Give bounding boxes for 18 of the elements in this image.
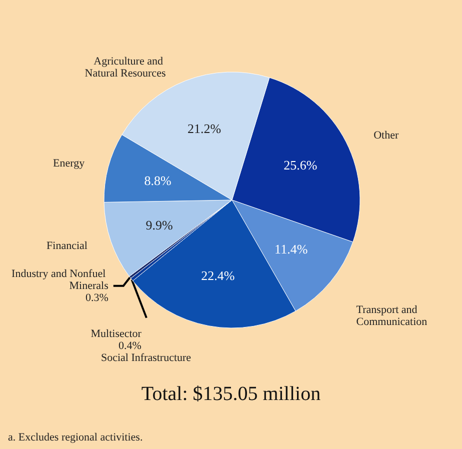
- slice-label: Agriculture and Natural Resources: [84, 56, 166, 80]
- data-label: 11.4%: [274, 242, 308, 257]
- slice-label: Social Infrastructure: [100, 352, 192, 364]
- data-label: 8.8%: [144, 172, 172, 188]
- data-label: 0.3%: [85, 292, 108, 304]
- data-label: 0.4%: [118, 340, 142, 352]
- slice-label: Industry and Nonfuel Minerals: [12, 268, 108, 292]
- slice-label: Financial: [46, 240, 88, 252]
- text: a. Excludes regional activities.: [8, 432, 143, 444]
- slice-label: Transport and Communication: [356, 304, 428, 328]
- data-label: 22.4%: [201, 268, 235, 284]
- data-label: 9.9%: [146, 217, 174, 232]
- slice-label: Energy: [53, 158, 86, 170]
- slice-label: Multisector: [90, 328, 142, 340]
- data-label: 21.2%: [187, 120, 222, 136]
- slice-label: Other: [374, 130, 399, 142]
- data-label: 25.6%: [284, 158, 318, 173]
- text: Total: $135.05 million: [141, 383, 321, 405]
